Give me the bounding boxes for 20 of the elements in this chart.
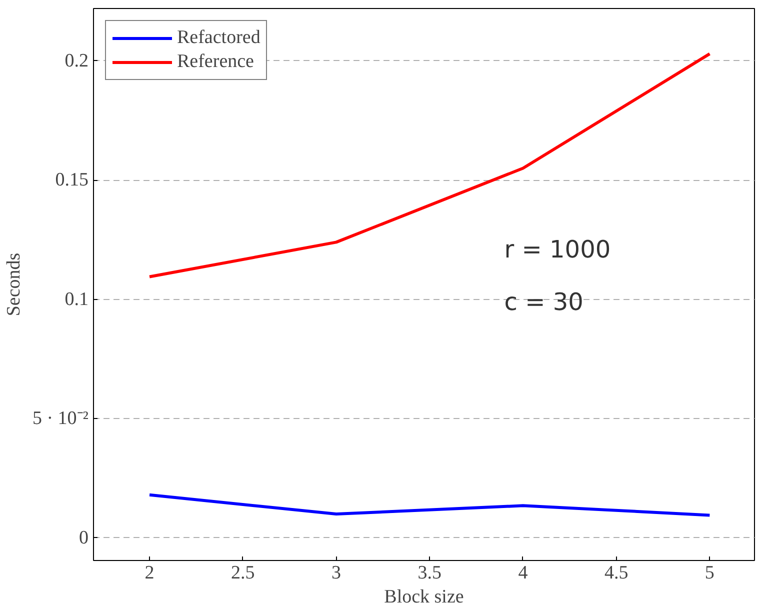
x-tick-label: 4.5 [604, 562, 628, 584]
x-tick-label: 3 [331, 562, 341, 584]
x-tick-label: 5 [704, 562, 714, 584]
x-tick-label: 2.5 [231, 562, 255, 584]
y-tick-label: 0.15 [55, 170, 88, 191]
annotation: c = 30 [504, 288, 584, 316]
y-tick-label: 5 · 10⁻² [32, 408, 89, 430]
legend-label: Refactored [177, 27, 260, 49]
line-series [148, 52, 712, 278]
legend-label: Reference [177, 51, 254, 73]
x-tick-label: 4 [518, 562, 528, 584]
y-axis-title: Seconds [3, 252, 24, 316]
y-tick-label: 0 [79, 527, 88, 548]
annotation: r = 1000 [504, 236, 611, 264]
x-axis-title: Block size [384, 586, 464, 608]
line-series [148, 493, 712, 517]
x-tick-label: 3.5 [418, 562, 442, 584]
y-tick-label: 0.2 [64, 50, 88, 72]
y-tick-label: 0.1 [64, 288, 88, 310]
x-tick-label: 2 [144, 562, 154, 584]
